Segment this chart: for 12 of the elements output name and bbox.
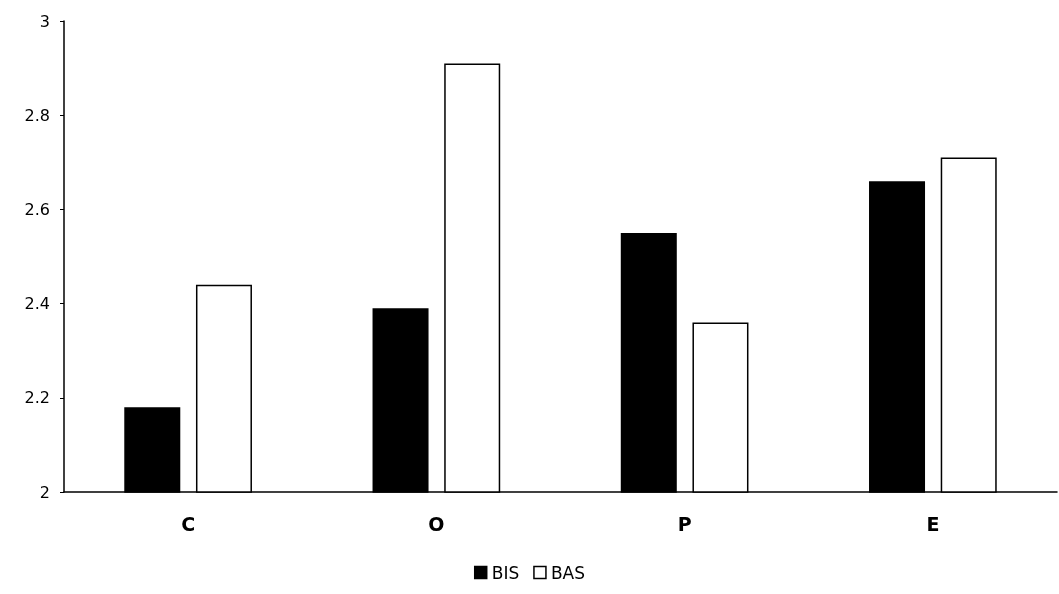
x-tick-label: P: [677, 512, 692, 535]
y-tick-label: 2.8: [24, 105, 50, 125]
y-tick-label: 2.6: [24, 199, 50, 219]
y-tick-label: 2: [39, 482, 50, 502]
x-tick-label: O: [428, 512, 445, 535]
y-tick-label: 2.2: [24, 388, 50, 408]
y-tick-label: 3: [39, 11, 50, 31]
y-tick-label: 2.4: [24, 294, 50, 314]
legend-label: BIS: [491, 562, 520, 583]
x-tick-label: E: [926, 512, 940, 535]
legend-label: BAS: [550, 562, 586, 583]
x-tick-label: C: [181, 512, 196, 535]
